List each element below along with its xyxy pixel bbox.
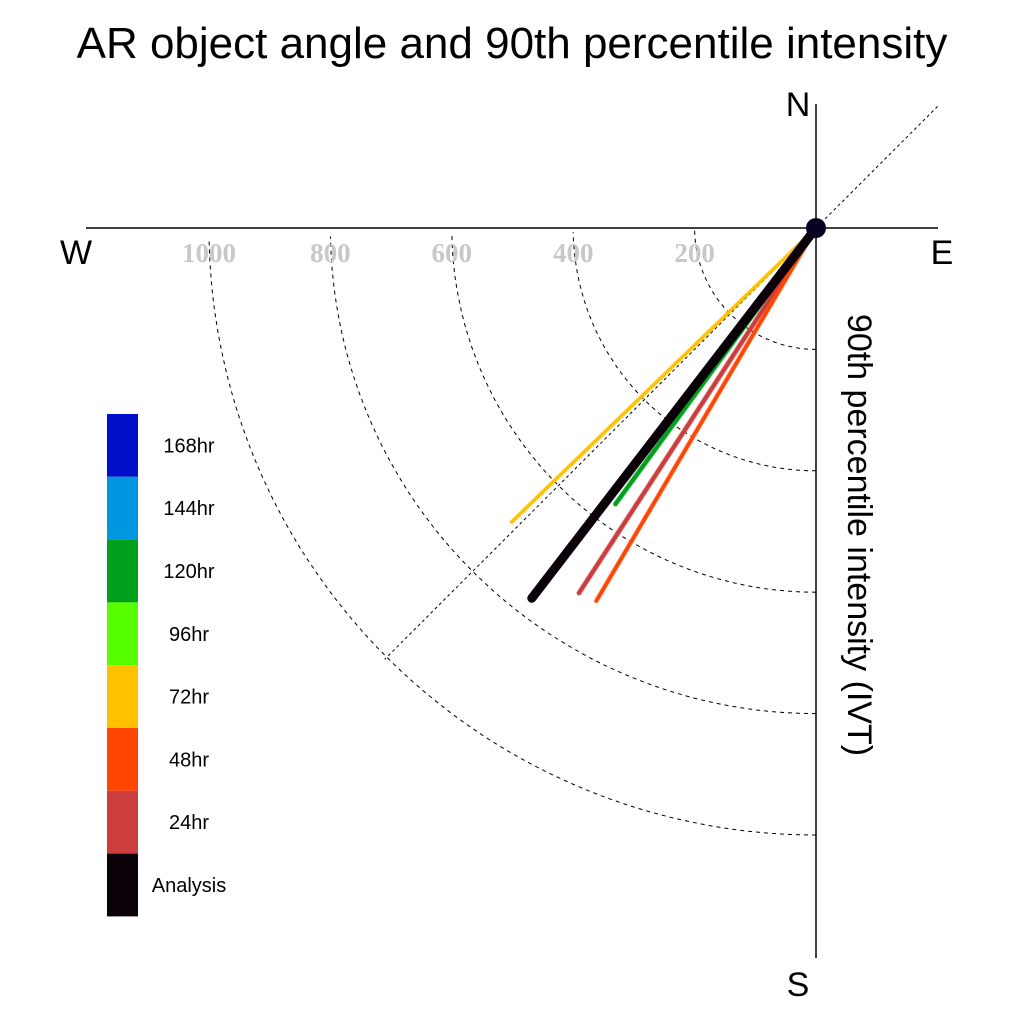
series-line-24hr xyxy=(577,226,818,595)
legend: 168hr 144hr 120hr 96hr 72hr 48hr 24hr Analysis xyxy=(107,414,226,917)
series-line-72hr xyxy=(510,226,818,524)
legend-swatch-48hr xyxy=(107,728,138,791)
legend-swatch-120hr xyxy=(107,539,138,603)
reference-45-line xyxy=(384,106,938,660)
chart-title: AR object angle and 90th percentile inte… xyxy=(77,19,948,68)
legend-label-120hr: 120hr xyxy=(163,561,214,583)
series-layer xyxy=(509,218,826,604)
tick-label-1000: 1000 xyxy=(182,238,236,268)
legend-label-168hr: 168hr xyxy=(163,435,214,457)
tick-label-800: 800 xyxy=(310,238,351,268)
series-line-analysis xyxy=(527,223,821,603)
legend-label-24hr: 24hr xyxy=(169,812,209,834)
grid-arc-800 xyxy=(330,236,817,715)
axis-labels: 200 400 600 800 1000 N S E W 90th percentile inte… xyxy=(60,86,953,1004)
tick-label-400: 400 xyxy=(553,238,594,268)
legend-label-96hr: 96hr xyxy=(169,624,209,646)
legend-label-analysis: Analysis xyxy=(152,875,226,897)
grid-arc-1000 xyxy=(208,238,817,836)
series-line-48hr xyxy=(594,226,818,603)
legend-swatch-144hr xyxy=(107,476,138,540)
legend-label-72hr: 72hr xyxy=(169,687,209,709)
grid-arc-600 xyxy=(451,234,817,593)
compass-north: N xyxy=(786,86,811,124)
grid-arc-400 xyxy=(572,232,816,472)
legend-swatch-24hr xyxy=(107,790,138,854)
legend-swatch-analysis xyxy=(107,853,138,917)
compass-south: S xyxy=(787,966,810,1004)
legend-label-144hr: 144hr xyxy=(163,498,214,520)
tick-label-200: 200 xyxy=(674,238,715,268)
origin-marker xyxy=(806,218,826,238)
radial-grid xyxy=(208,230,817,836)
tick-label-600: 600 xyxy=(432,238,473,268)
legend-label-48hr: 48hr xyxy=(169,749,209,771)
y-axis-label: 90th percentile intensity (IVT) xyxy=(840,314,878,756)
compass-east: E xyxy=(931,234,954,272)
legend-swatch-96hr xyxy=(107,602,138,666)
legend-swatch-168hr xyxy=(107,414,138,477)
legend-swatch-72hr xyxy=(107,665,138,728)
compass-axes xyxy=(86,104,938,958)
compass-west: W xyxy=(60,234,92,272)
